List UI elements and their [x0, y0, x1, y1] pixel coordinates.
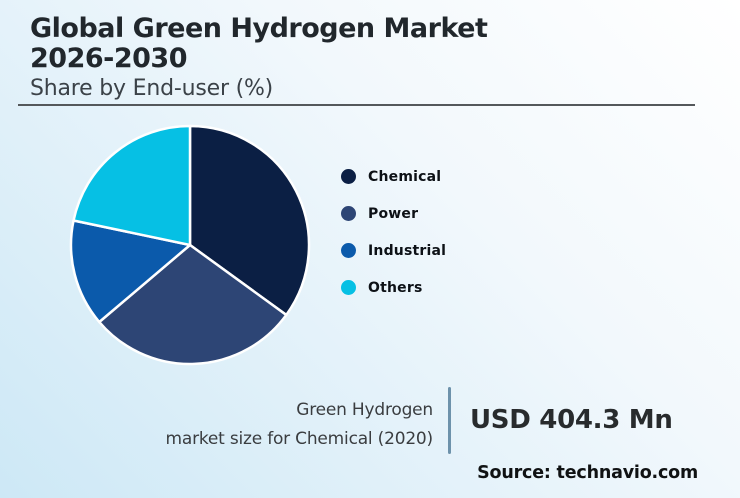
- legend-label-others: Others: [368, 279, 423, 296]
- legend-label-chemical: Chemical: [368, 168, 442, 185]
- header-divider-line: [18, 104, 695, 106]
- legend-label-power: Power: [368, 205, 419, 222]
- pie-chart-svg: [69, 124, 311, 366]
- annotation-label-line-2: market size for Chemical (2020): [165, 429, 434, 449]
- pie-slice-industrial: [69, 219, 192, 324]
- chart-header: Global Green Hydrogen Market 2026-2030 S…: [30, 14, 710, 102]
- legend-swatch-others-icon: [341, 280, 356, 295]
- title-line-2: 2026-2030: [30, 42, 188, 74]
- legend-label-industrial: Industrial: [368, 242, 447, 259]
- pie-slice-others: [72, 124, 192, 247]
- chart-legend: Chemical Power Industrial Others: [341, 168, 447, 296]
- annotation-divider-line: [448, 387, 451, 454]
- legend-swatch-power-icon: [341, 206, 356, 221]
- page-title: Global Green Hydrogen Market 2026-2030: [30, 14, 710, 73]
- legend-swatch-industrial-icon: [341, 243, 356, 258]
- title-line-1: Global Green Hydrogen Market: [30, 13, 488, 44]
- legend-item-industrial: Industrial: [341, 242, 447, 259]
- legend-item-power: Power: [341, 205, 446, 222]
- market-size-value: USD 404.3 Mn: [470, 405, 673, 435]
- chart-subtitle: Share by End-user (%): [30, 76, 274, 102]
- legend-item-others: Others: [341, 279, 446, 296]
- annotation-label-line-1: Green Hydrogen: [296, 400, 433, 420]
- legend-item-chemical: Chemical: [341, 168, 446, 185]
- source-attribution: Source: technavio.com: [477, 463, 698, 483]
- annotation-label: Green Hydrogen market size for Chemical …: [133, 396, 434, 454]
- pie-slice-chemical: [188, 124, 311, 317]
- legend-swatch-chemical-icon: [341, 169, 356, 184]
- pie-slice-power: [98, 243, 288, 366]
- pie-chart: [68, 123, 312, 367]
